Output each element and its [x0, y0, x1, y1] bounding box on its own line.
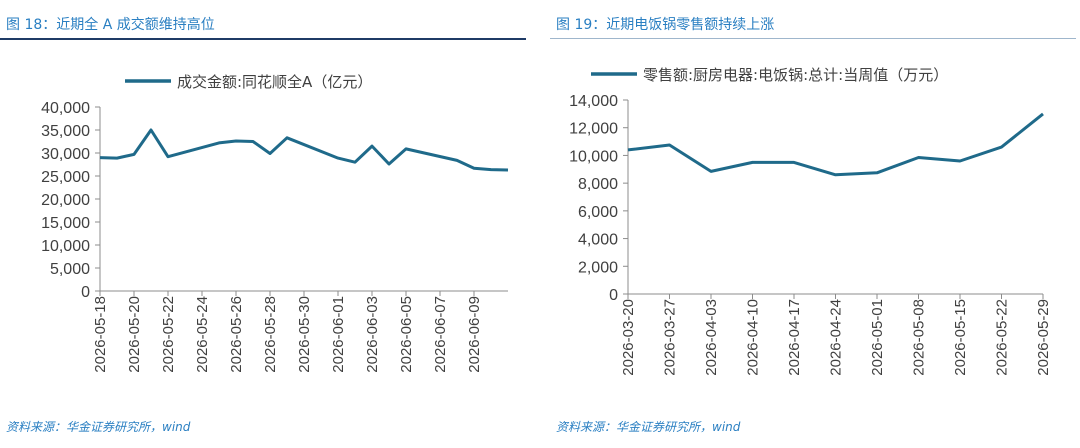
y-tick-label: 2,000 [578, 259, 618, 276]
x-tick-label: 2026-03-27 [662, 299, 679, 376]
legend-label: 成交金额:同花顺全A（亿元） [177, 73, 372, 91]
chart-panel-right: 图 19：近期电饭锅零售额持续上涨 14,000 12,000 10,000 8,00… [550, 0, 1080, 448]
figure-title: 图 18：近期全 A 成交额维持高位 [6, 17, 215, 33]
y-tick-label: 40,000 [41, 100, 90, 117]
chart-panel-left: 图 18：近期全 A 成交额维持高位 40,000 35,000 30,000 25,… [0, 0, 530, 448]
line-chart-rice-cooker-sales: 14,00012,00010,0008,0006,0004,0002,00002… [569, 66, 1052, 376]
y-tick-label: 14,000 [569, 93, 618, 110]
x-tick-label: 2026-05-26 [228, 296, 245, 373]
series-line [99, 128, 509, 172]
line-chart-turnover: 40,000 35,000 30,000 25,000 20,000 15,000 10,0… [41, 73, 509, 373]
x-tick-label: 2026-06-03 [364, 296, 381, 373]
x-tick-label: 2026-05-22 [994, 299, 1011, 376]
y-tick-label: 20,000 [41, 192, 90, 209]
y-tick-label: 4,000 [578, 232, 618, 249]
title-divider [0, 38, 526, 40]
x-tick-label: 2026-05-01 [869, 299, 886, 376]
x-tick-label: 2026-05-20 [126, 296, 143, 373]
x-tick-label: 2026-05-28 [262, 296, 279, 373]
y-tick-label: 6,000 [578, 204, 618, 221]
y-tick-label: 35,000 [41, 123, 90, 140]
y-tick-label: 15,000 [41, 215, 90, 232]
source-note: 资料来源：华金证券研究所，wind [6, 420, 191, 434]
x-tick-label: 2026-04-03 [703, 299, 720, 376]
y-tick-label: 10,000 [569, 148, 618, 165]
x-tick-label: 2026-03-20 [620, 299, 637, 376]
x-tick-label: 2026-04-24 [828, 299, 845, 376]
x-tick-label: 2026-05-24 [194, 296, 211, 373]
y-tick-label: 25,000 [41, 169, 90, 186]
x-tick-label: 2026-05-18 [92, 296, 109, 373]
y-tick-label: 10,000 [41, 238, 90, 255]
title-divider [550, 38, 1076, 39]
figure-title: 图 19：近期电饭锅零售额持续上涨 [556, 17, 775, 33]
x-tick-label: 2026-05-29 [1035, 299, 1052, 376]
x-tick-label: 2026-06-07 [432, 296, 449, 373]
y-tick-label: 0 [81, 284, 90, 301]
x-tick-label: 2026-05-08 [911, 299, 928, 376]
x-tick-label: 2026-05-22 [160, 296, 177, 373]
y-tick-label: 30,000 [41, 146, 90, 163]
x-tick-label: 2026-05-15 [952, 299, 969, 376]
legend-label: 零售额:厨房电器:电饭锅:总计:当周值（万元） [643, 66, 948, 84]
x-tick-label: 2026-06-09 [466, 296, 483, 373]
y-tick-label: 5,000 [50, 261, 90, 278]
source-note: 资料来源：华金证券研究所，wind [556, 420, 741, 434]
series-line [627, 112, 1044, 177]
y-tick-label: 12,000 [569, 121, 618, 138]
y-tick-label: 8,000 [578, 176, 618, 193]
y-tick-label: 0 [609, 287, 618, 304]
x-tick-label: 2026-04-17 [786, 299, 803, 376]
x-tick-label: 2026-06-05 [398, 296, 415, 373]
x-tick-label: 2026-04-10 [745, 299, 762, 376]
x-tick-label: 2026-05-30 [296, 296, 313, 373]
x-tick-label: 2026-06-01 [330, 296, 347, 373]
